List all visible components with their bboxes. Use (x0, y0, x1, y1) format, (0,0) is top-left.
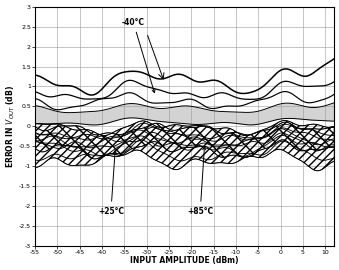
Text: +25°C: +25°C (98, 151, 124, 216)
X-axis label: INPUT AMPLITUDE (dBm): INPUT AMPLITUDE (dBm) (130, 256, 239, 265)
Text: -40°C: -40°C (122, 18, 155, 93)
Y-axis label: ERROR IN $V_{OUT}$ (dB): ERROR IN $V_{OUT}$ (dB) (5, 85, 17, 168)
Text: +85°C: +85°C (187, 147, 213, 216)
